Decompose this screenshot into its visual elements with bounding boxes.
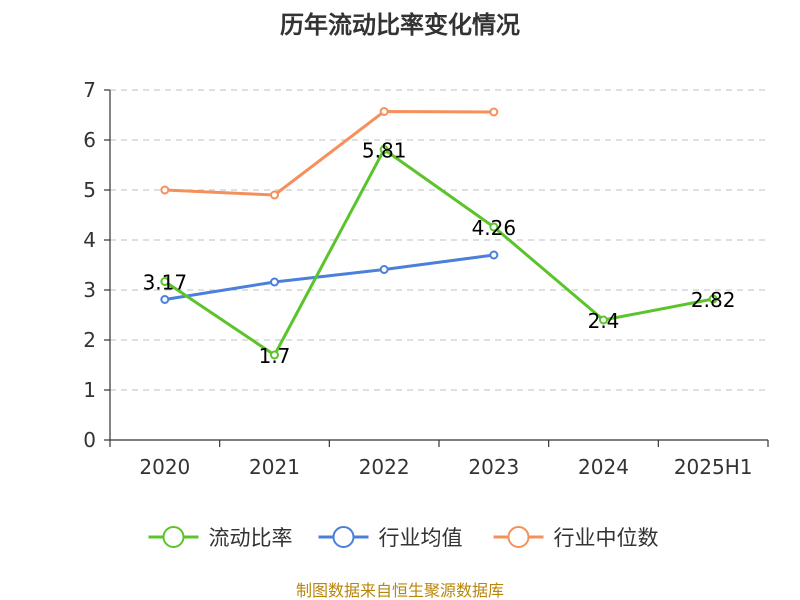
axes: 0 1 2 3 4 5 6 7 2020 2021 2022 2023 2024 2025H1 [83,78,769,479]
data-point [708,294,718,304]
y-tick-label: 3 [83,278,96,302]
legend-item[interactable]: 行业均值 [318,526,463,550]
data-point [599,315,608,325]
legend-item[interactable]: 流动比率 [148,526,293,550]
data-point [270,277,279,287]
data-point [160,295,170,304]
data-labels: 3.17 1.7 5.81 4.26 2.4 2.82 [143,139,736,369]
y-tick-label: 2 [83,328,96,352]
legend-label: 行业均值 [379,526,463,550]
x-tick-label: 2023 [468,455,519,479]
x-tick-label: 2022 [359,455,410,479]
data-label: 1.7 [259,344,291,368]
legend-label: 行业中位数 [554,526,659,550]
data-label: 3.17 [143,271,188,295]
y-tick-label: 4 [83,228,96,252]
legend-marker-icon [507,526,530,548]
chart-title: 历年流动比率变化情况 [280,11,520,39]
x-tick-label: 2020 [139,455,190,479]
data-point [379,145,389,154]
data-point [489,250,499,260]
y-tick-label: 0 [83,428,96,452]
y-tick-label: 7 [83,78,96,102]
gridlines [110,89,768,391]
y-tick-label: 5 [83,178,96,202]
series-line [164,110,494,197]
x-tick-label: 2024 [578,455,629,479]
data-label: 4.26 [472,216,517,240]
x-tick-label: 2025H1 [674,455,753,479]
y-tick-label: 1 [83,378,96,402]
data-label: 5.81 [362,139,407,163]
data-point [270,190,279,200]
legend: 流动比率 行业均值 行业中位数 [148,526,659,550]
data-point [270,350,279,360]
data-label: 2.82 [691,288,736,312]
x-tick-label: 2021 [249,455,300,479]
data-point [160,277,170,286]
legend-item[interactable]: 行业中位数 [493,526,659,550]
legend-marker-icon [162,526,185,548]
data-point [379,107,389,116]
data-point [379,265,389,274]
data-point [489,107,499,117]
data-label: 2.4 [588,309,620,333]
source-note: 制图数据来自恒生聚源数据库 [296,581,504,600]
legend-label: 流动比率 [209,526,293,550]
data-point [489,222,499,232]
data-point [160,185,170,195]
series-line [163,148,714,357]
series-lines [160,107,718,360]
y-tick-label: 6 [83,128,96,152]
series-line [164,253,495,301]
legend-marker-icon [332,526,355,548]
